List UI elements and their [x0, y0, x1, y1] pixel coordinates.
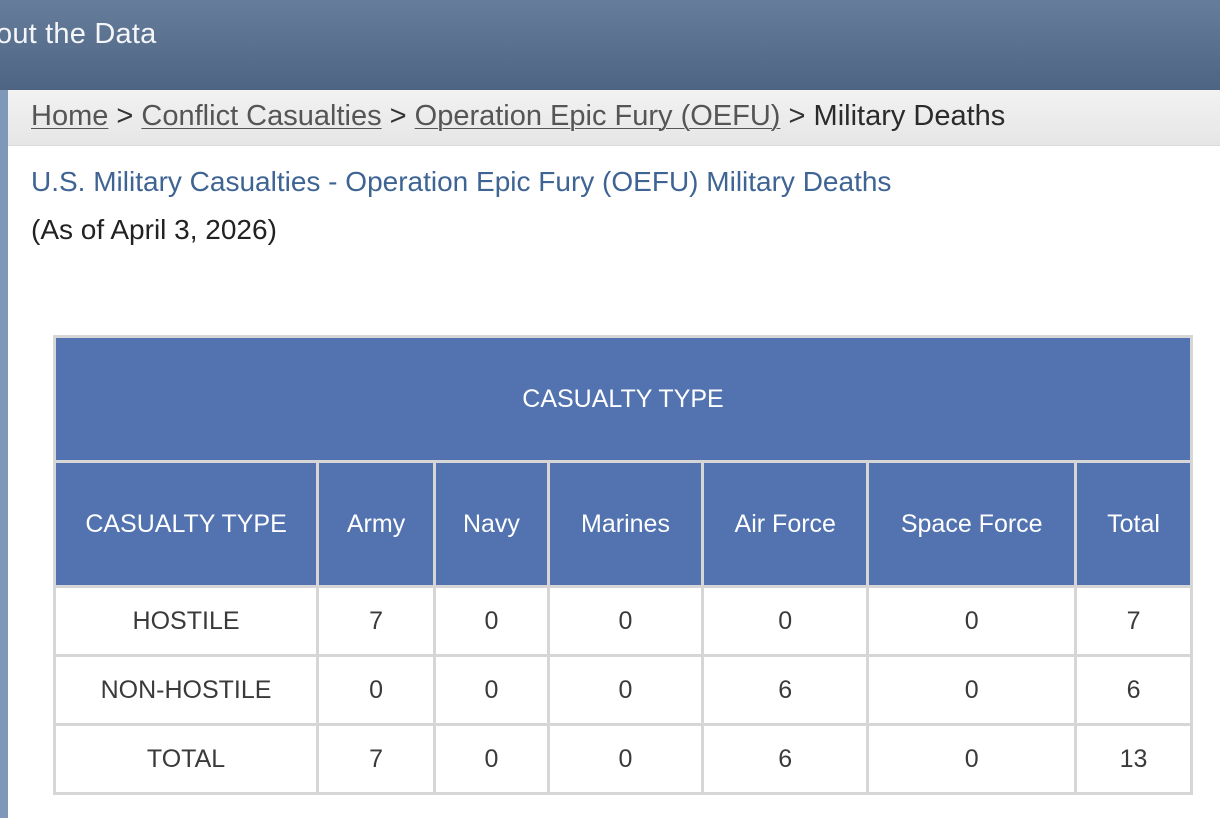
casualty-table: CASUALTY TYPE CASUALTY TYPE Army Navy Ma… — [53, 335, 1193, 795]
cell-navy: 0 — [436, 588, 547, 654]
column-header-marines: Marines — [549, 463, 702, 585]
top-bar-title[interactable]: out the Data — [0, 18, 157, 50]
page-subtitle: (As of April 3, 2026) — [31, 214, 277, 245]
cell-army: 7 — [319, 726, 433, 792]
cell-total: 6 — [1077, 657, 1190, 723]
table-row: TOTAL 7 0 0 6 0 13 — [56, 726, 1190, 792]
cell-total: 7 — [1077, 588, 1190, 654]
row-label: NON-HOSTILE — [56, 657, 317, 723]
breadcrumb-separator: > — [389, 100, 407, 132]
cell-space-force: 0 — [869, 726, 1075, 792]
column-header-space-force: Space Force — [869, 463, 1075, 585]
cell-army: 0 — [319, 657, 433, 723]
breadcrumb-conflict-casualties-link[interactable]: Conflict Casualties — [141, 100, 382, 132]
column-header-casualty-type: CASUALTY TYPE — [56, 463, 317, 585]
row-label: TOTAL — [56, 726, 317, 792]
cell-air-force: 6 — [704, 726, 867, 792]
breadcrumb-home-link[interactable]: Home — [31, 100, 109, 132]
page-title: U.S. Military Casualties - Operation Epi… — [31, 166, 892, 197]
column-header-air-force: Air Force — [704, 463, 867, 585]
table-group-header: CASUALTY TYPE — [56, 338, 1190, 460]
table-group-header-row: CASUALTY TYPE — [56, 338, 1190, 460]
cell-marines: 0 — [549, 726, 702, 792]
cell-air-force: 0 — [704, 588, 867, 654]
cell-space-force: 0 — [869, 657, 1075, 723]
cell-navy: 0 — [436, 657, 547, 723]
cell-marines: 0 — [549, 588, 702, 654]
breadcrumb-current: Military Deaths — [813, 100, 1006, 132]
cell-marines: 0 — [549, 657, 702, 723]
cell-air-force: 6 — [704, 657, 867, 723]
breadcrumb-separator: > — [788, 100, 806, 132]
column-header-navy: Navy — [436, 463, 547, 585]
column-header-army: Army — [319, 463, 433, 585]
row-label: HOSTILE — [56, 588, 317, 654]
left-edge-strip — [0, 90, 8, 818]
cell-navy: 0 — [436, 726, 547, 792]
top-bar: out the Data — [0, 0, 1220, 90]
table-row: HOSTILE 7 0 0 0 0 7 — [56, 588, 1190, 654]
breadcrumb-separator: > — [116, 100, 134, 132]
breadcrumb-operation-link[interactable]: Operation Epic Fury (OEFU) — [414, 100, 781, 132]
table-row: NON-HOSTILE 0 0 0 6 0 6 — [56, 657, 1190, 723]
cell-army: 7 — [319, 588, 433, 654]
cell-space-force: 0 — [869, 588, 1075, 654]
breadcrumb: Home > Conflict Casualties > Operation E… — [31, 100, 1005, 133]
column-header-total: Total — [1077, 463, 1190, 585]
table-header-row: CASUALTY TYPE Army Navy Marines Air Forc… — [56, 463, 1190, 585]
breadcrumb-bar: Home > Conflict Casualties > Operation E… — [8, 90, 1220, 146]
cell-total: 13 — [1077, 726, 1190, 792]
